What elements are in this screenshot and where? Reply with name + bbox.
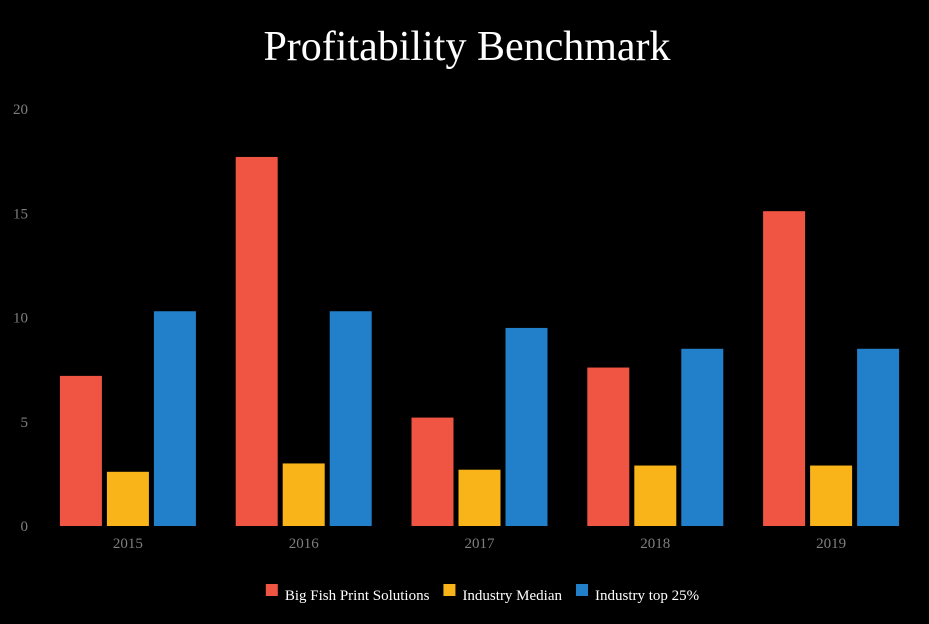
bar-2017-series-3 <box>505 327 548 526</box>
x-tick-label: 2016 <box>289 536 320 552</box>
legend-item: Industry top 25% <box>576 584 699 604</box>
y-tick-label: 20 <box>13 102 28 118</box>
legend-item: Industry Median <box>443 584 563 604</box>
bar-2018-series-2 <box>634 465 677 526</box>
y-axis: 0 5 10 15 20 <box>13 102 28 535</box>
x-tick-label: 2018 <box>640 536 670 552</box>
legend-label: Industry Median <box>462 588 562 604</box>
legend-item: Big Fish Print Solutions <box>265 584 430 604</box>
bars <box>59 156 900 527</box>
y-tick-label: 5 <box>21 415 29 431</box>
chart-title: Profitability Benchmark <box>263 24 670 70</box>
y-tick-label: 0 <box>21 519 29 535</box>
bar-2018-series-3 <box>681 348 724 526</box>
bar-2017-series-1 <box>411 417 454 526</box>
bar-2019-series-1 <box>763 211 806 527</box>
legend-swatch <box>443 584 456 596</box>
bar-2019-series-3 <box>857 348 900 526</box>
bar-2015-series-3 <box>153 311 196 526</box>
bar-2019-series-2 <box>810 465 853 526</box>
legend-swatch <box>265 584 278 596</box>
x-axis: 2015 2016 2017 2018 2019 <box>113 536 846 552</box>
bar-2016-series-2 <box>282 463 325 526</box>
legend-label: Big Fish Print Solutions <box>285 588 430 604</box>
bar-2016-series-1 <box>235 156 278 526</box>
legend-label: Industry top 25% <box>595 588 699 604</box>
y-tick-label: 15 <box>13 206 28 222</box>
x-tick-label: 2019 <box>816 536 846 552</box>
legend: Big Fish Print Solutions Industry Median I… <box>265 584 699 604</box>
bar-2015-series-1 <box>59 375 102 526</box>
legend-swatch <box>576 584 589 596</box>
bar-2017-series-2 <box>458 469 501 526</box>
x-tick-label: 2015 <box>113 536 143 552</box>
y-tick-label: 10 <box>13 311 28 327</box>
bar-2016-series-3 <box>329 311 372 526</box>
bar-2018-series-1 <box>587 367 630 526</box>
bar-2015-series-2 <box>106 471 149 526</box>
x-tick-label: 2017 <box>465 536 496 552</box>
